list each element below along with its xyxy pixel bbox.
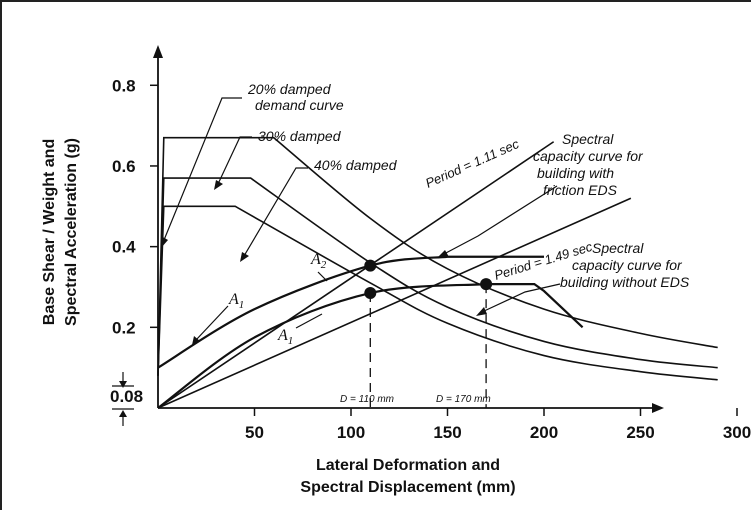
demand20-leader	[163, 97, 242, 241]
cap-with-leader-arrow	[437, 250, 449, 258]
demand20-leader-arrow	[161, 236, 168, 248]
cap-without-leader-arrow	[476, 307, 487, 316]
cap-with-label-line2: capacity curve for	[533, 148, 644, 164]
no-eds-performance-point	[480, 278, 493, 291]
a1-point-leader	[295, 313, 323, 329]
x-axis-title-line1: Lateral Deformation and	[316, 457, 500, 474]
damped30-leader	[217, 136, 252, 185]
a2-point	[364, 259, 377, 272]
x-tick-label-50: 50	[245, 423, 264, 442]
damped30-label: 30% damped	[258, 128, 342, 144]
a1-point-label: A1	[277, 327, 293, 347]
demand-20-line	[157, 136, 718, 376]
cap-without-label-line1: Spectral	[592, 240, 644, 256]
y-axis-title-line1: Base Shear / Weight and	[41, 139, 58, 325]
a2-leader	[317, 271, 328, 282]
x-tick-label-300: 300	[723, 423, 751, 442]
series-layer	[157, 136, 718, 409]
y-extra-arrow-bottom	[119, 410, 127, 417]
y-tick-label-0.4: 0.4	[112, 238, 136, 257]
damped40-label: 40% damped	[314, 157, 398, 173]
a1-left-leader	[195, 305, 229, 341]
d110-label: D = 110 mm	[340, 394, 394, 405]
x-ticks: 50 100 150 200 250 300	[245, 408, 751, 442]
x-axis-arrow	[652, 403, 664, 413]
a2-point-label: A2	[310, 251, 327, 271]
cap-with-leader	[443, 185, 558, 255]
y-extra-arrow-top	[119, 381, 127, 388]
x-tick-label-150: 150	[433, 423, 461, 442]
y-tick-label-0.2: 0.2	[112, 318, 136, 337]
x-tick-label-200: 200	[530, 423, 558, 442]
y-tick-label-0.6: 0.6	[112, 157, 136, 176]
a1-left-label: A1	[228, 291, 244, 311]
demand-30-line	[157, 177, 718, 376]
cap-with-label-line4: friction EDS	[543, 182, 618, 198]
y-ticks: 0.2 0.4 0.6 0.8	[112, 76, 158, 337]
cap-with-label-line3: building with	[537, 165, 614, 181]
demand20-label-line2: demand curve	[255, 97, 344, 113]
x-tick-label-100: 100	[337, 423, 365, 442]
damped40-leader	[243, 167, 308, 257]
d170-label: D = 170 mm	[436, 394, 491, 405]
damped40-leader-arrow	[240, 252, 249, 262]
period111-label: Period = 1.11 sec	[423, 136, 521, 191]
y-tick-label-0.8: 0.8	[112, 76, 136, 95]
points-layer	[364, 259, 493, 408]
cap-without-label-line3: building without EDS	[560, 274, 690, 290]
a1-left-leader-arrow	[192, 336, 200, 345]
demand20-label-line1: 20% damped	[247, 81, 332, 97]
x-tick-label-250: 250	[626, 423, 654, 442]
cap-with-label-line1: Spectral	[562, 131, 614, 147]
y-axis-arrow	[153, 45, 163, 58]
x-axis-title-line2: Spectral Displacement (mm)	[300, 479, 515, 496]
y-extra-tick-label: 0.08	[110, 387, 143, 406]
demand-40-line	[157, 205, 718, 381]
period-111-line	[157, 141, 555, 409]
a1-point	[364, 287, 377, 300]
cap-without-label-line2: capacity curve for	[572, 257, 683, 273]
capacity-without-eds-line	[157, 283, 584, 409]
period-149-line	[157, 197, 632, 409]
y-axis-title-line2: Spectral Acceleration (g)	[63, 138, 80, 326]
cap-without-leader	[481, 283, 561, 313]
damped30-leader-arrow	[214, 180, 223, 190]
